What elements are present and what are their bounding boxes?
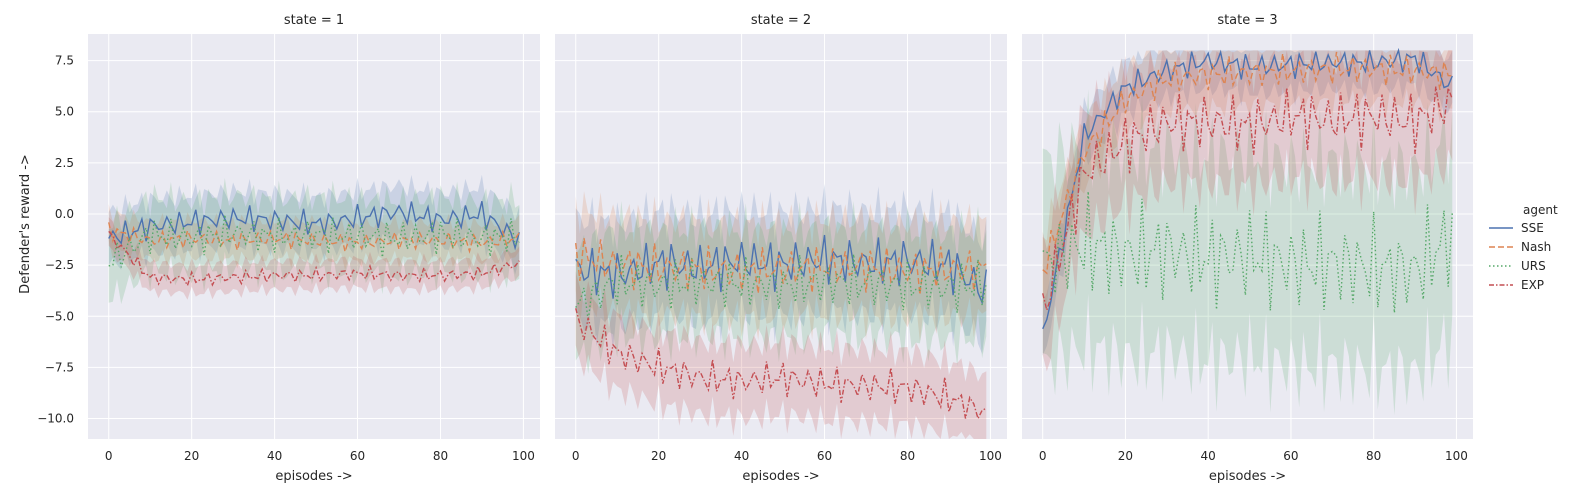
x-tick-label: 60 [1283,449,1298,463]
panel-title: state = 2 [751,13,811,28]
series-urs-band [575,201,987,374]
panel-title: state = 3 [1217,13,1277,28]
legend-label-sse: SSE [1521,221,1544,235]
x-tick-label: 40 [734,449,749,463]
y-tick-label: 7.5 [55,54,74,68]
x-tick-label: 80 [900,449,915,463]
series-urs-band [1042,89,1453,416]
legend-label-exp: EXP [1521,278,1544,292]
panel-state-1: state = 1 0 20 40 60 80 100 episodes -> −10.0 −7.… [37,13,540,484]
legend: agent SSE Nash URS EXP [1489,203,1558,292]
series-exp-line [108,230,520,288]
series-exp-line [575,308,987,421]
x-tick-label: 20 [184,449,199,463]
y-tick-label: −2.5 [45,258,74,272]
series-sse-line [575,234,987,306]
y-tick-label: 5.0 [55,105,74,119]
x-tick-label: 60 [817,449,832,463]
series-nash-line [575,237,987,295]
y-tick-label: −10.0 [37,412,74,426]
x-tick-label: 100 [979,449,1002,463]
series-sse-line [1042,47,1453,330]
series-nash-line [1042,51,1453,275]
y-tick-label: −7.5 [45,360,74,374]
x-tick-label: 0 [1039,449,1047,463]
series-sse-band [575,183,987,354]
x-tick-label: 40 [267,449,282,463]
y-tick-label: −5.0 [45,309,74,323]
y-tick-label: 0.0 [55,207,74,221]
x-tick-label: 100 [512,449,535,463]
x-tick-label: 20 [1118,449,1133,463]
x-axis-label: episodes -> [742,469,819,484]
x-tick-label: 0 [105,449,113,463]
series-nash-band [1042,50,1453,306]
legend-label-urs: URS [1521,259,1546,273]
series-urs-line [108,214,520,268]
series-exp-band [108,217,520,300]
x-tick-label: 0 [572,449,580,463]
series-nash-line [108,222,520,255]
panel-title: state = 1 [284,13,344,28]
x-tick-label: 60 [350,449,365,463]
series-sse-band [108,174,520,275]
y-tick-label: 2.5 [55,156,74,170]
x-axis-label: episodes -> [1209,469,1286,484]
legend-label-nash: Nash [1521,240,1551,254]
panel-state-2: state = 2 0 20 40 60 80 100 episodes -> [555,13,1007,484]
series-sse-line [108,201,520,251]
series-exp-band [1042,50,1453,372]
plot-area [1022,34,1473,439]
x-tick-label: 80 [433,449,448,463]
x-tick-label: 100 [1445,449,1468,463]
x-tick-label: 80 [1366,449,1381,463]
x-tick-label: 40 [1201,449,1216,463]
series-urs-line [575,254,987,321]
series-exp-line [1042,86,1453,313]
legend-title: agent [1523,203,1558,217]
panel-state-3: state = 3 0 20 40 60 80 100 episodes -> [1022,13,1473,484]
y-axis-label: Defender's reward -> [18,154,33,294]
series-exp-band [575,271,987,439]
x-axis-label: episodes -> [275,469,352,484]
x-tick-label: 20 [651,449,666,463]
